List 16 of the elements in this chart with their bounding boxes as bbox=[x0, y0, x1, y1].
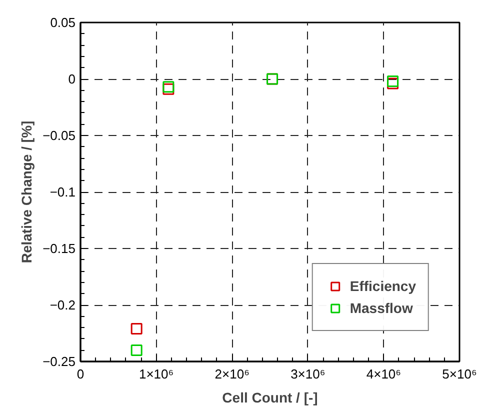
x-tick-label: 3×10⁶ bbox=[290, 366, 326, 382]
legend-label: Efficiency bbox=[350, 278, 416, 294]
y-tick-label: 0 bbox=[68, 72, 76, 86]
legend-label: Massflow bbox=[350, 300, 413, 316]
x-axis-title: Cell Count / [-] bbox=[222, 390, 318, 406]
y-tick-label: −0.15 bbox=[42, 241, 76, 256]
y-tick-label: 0.05 bbox=[50, 15, 76, 30]
y-tick-label: −0.1 bbox=[50, 184, 76, 200]
y-tick-label: −0.2 bbox=[50, 298, 76, 312]
x-tick-label: 4×10⁶ bbox=[366, 366, 402, 382]
y-tick-label: −0.25 bbox=[42, 354, 76, 369]
y-axis-title: Relative Change / [%] bbox=[18, 120, 35, 264]
x-tick-label: 2×10⁶ bbox=[214, 366, 250, 382]
y-tick-label: −0.05 bbox=[42, 128, 76, 143]
x-tick-label: 5×10⁶ bbox=[442, 366, 477, 382]
x-tick-label: 1×10⁶ bbox=[138, 366, 174, 382]
